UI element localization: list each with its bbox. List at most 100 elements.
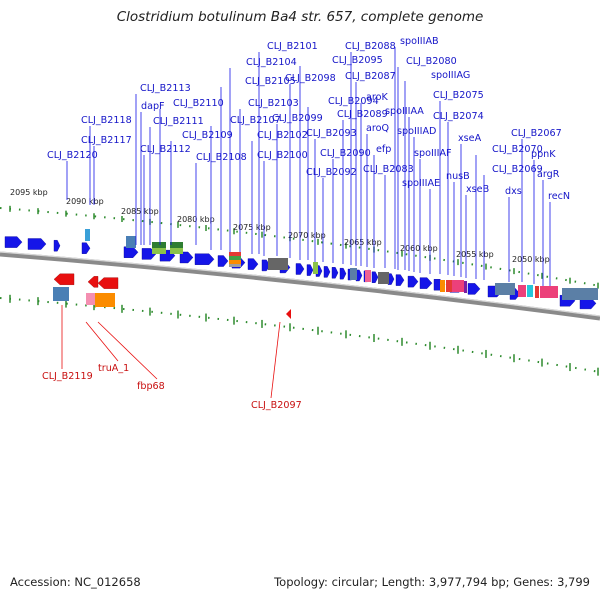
gene-label[interactable]: CLJ_B2111 (153, 116, 204, 127)
feature-box[interactable] (229, 256, 241, 260)
reverse-gene-arrow[interactable] (371, 271, 379, 283)
feature-box[interactable] (495, 283, 515, 295)
reverse-gene-arrow[interactable] (194, 253, 215, 265)
gene-label[interactable]: CLJ_B2107 (230, 115, 281, 126)
gene-label[interactable]: CLJ_B2093 (306, 128, 357, 139)
gene-label[interactable]: CLJ_B2087 (345, 71, 396, 82)
reverse-gene-arrow[interactable] (217, 255, 229, 267)
feature-box[interactable] (518, 285, 526, 297)
gene-label[interactable]: CLJ_B2088 (345, 41, 396, 52)
reverse-gene-arrow[interactable] (81, 242, 91, 254)
feature-box[interactable] (440, 280, 445, 292)
gene-label[interactable]: nusB (446, 171, 470, 182)
feature-box[interactable] (85, 229, 90, 241)
gene-label[interactable]: spoIIIAG (431, 70, 470, 81)
reverse-gene-arrow[interactable] (123, 246, 139, 258)
feature-box[interactable] (350, 268, 357, 280)
feature-box[interactable] (170, 242, 183, 248)
gene-label[interactable]: aroK (366, 92, 388, 103)
feature-box[interactable] (95, 293, 115, 307)
gene-label[interactable]: CLJ_B2099 (272, 113, 323, 124)
gene-label[interactable]: CLJ_B2094 (328, 96, 379, 107)
gene-label[interactable]: xseB (466, 184, 489, 195)
reverse-gene-arrow[interactable] (339, 267, 347, 280)
gene-label[interactable]: fbp68 (137, 381, 165, 392)
reverse-gene-arrow[interactable] (53, 240, 61, 252)
forward-gene-arrow[interactable] (87, 276, 99, 288)
reverse-gene-arrow[interactable] (295, 263, 305, 275)
feature-box[interactable] (527, 285, 533, 297)
gene-label[interactable]: CLJ_B2098 (285, 73, 336, 84)
gene-label[interactable]: CLJ_B2089 (337, 109, 388, 120)
feature-box[interactable] (313, 262, 318, 274)
feature-box[interactable] (452, 280, 464, 292)
gene-label[interactable]: CLJ_B2113 (140, 83, 191, 94)
reverse-gene-arrow[interactable] (4, 236, 23, 248)
gene-label[interactable]: CLJ_B2110 (173, 98, 224, 109)
gene-label[interactable]: truA_1 (98, 363, 129, 374)
gene-label[interactable]: CLJ_B2104 (246, 57, 297, 68)
feature-box[interactable] (446, 280, 452, 292)
gene-label[interactable]: CLJ_B2102 (257, 130, 308, 141)
gene-label[interactable]: spoIIIAB (400, 36, 439, 47)
reverse-gene-arrow[interactable] (395, 274, 405, 286)
gene-label[interactable]: CLJ_B2075 (433, 90, 484, 101)
reverse-gene-arrow[interactable] (306, 264, 314, 276)
feature-box[interactable] (535, 286, 539, 298)
gene-label[interactable]: CLJ_B2080 (406, 56, 457, 67)
gene-label[interactable]: CLJ_B2120 (47, 150, 98, 161)
gene-label[interactable]: ppnK (531, 149, 556, 160)
gene-label[interactable]: CLJ_B2100 (257, 150, 308, 161)
gene-label[interactable]: efp (376, 144, 391, 155)
reverse-gene-arrow[interactable] (247, 258, 259, 270)
reverse-gene-arrow[interactable] (27, 238, 47, 250)
gene-label[interactable]: spoIIIAD (397, 126, 436, 137)
reverse-gene-arrow[interactable] (419, 277, 433, 289)
gene-label[interactable]: CLJ_B2083 (363, 164, 414, 175)
gene-label[interactable]: CLJ_B2118 (81, 115, 132, 126)
gene-label[interactable]: CLJ_B2092 (306, 167, 357, 178)
gene-label[interactable]: CLJ_B2105 (245, 76, 296, 87)
gene-label[interactable]: spoIIIAF (414, 148, 452, 159)
gene-label[interactable]: CLJ_B2090 (320, 148, 371, 159)
feature-box[interactable] (152, 248, 166, 254)
gene-label[interactable]: CLJ_B2101 (267, 41, 318, 52)
forward-gene-arrow[interactable] (286, 309, 291, 319)
gene-label[interactable]: aroQ (366, 123, 389, 134)
gene-label[interactable]: CLJ_B2097 (251, 400, 302, 411)
feature-box[interactable] (562, 288, 598, 300)
forward-gene-arrow[interactable] (53, 273, 75, 286)
gene-label[interactable]: CLJ_B2095 (332, 55, 383, 66)
reverse-gene-arrow[interactable] (179, 251, 194, 264)
gene-label[interactable]: spoIIIAE (402, 178, 440, 189)
reverse-gene-arrow[interactable] (323, 266, 331, 278)
gene-label[interactable]: CLJ_B2119 (42, 371, 93, 382)
gene-label[interactable]: dapF (141, 101, 165, 112)
reverse-gene-arrow[interactable] (407, 275, 419, 288)
gene-label[interactable]: spoIIIAA (385, 106, 424, 117)
gene-label[interactable]: CLJ_B2074 (433, 111, 484, 122)
reverse-gene-arrow[interactable] (467, 283, 481, 295)
gene-label[interactable]: CLJ_B2109 (182, 130, 233, 141)
gene-label[interactable]: CLJ_B2067 (511, 128, 562, 139)
gene-label[interactable]: CLJ_B2069 (492, 164, 543, 175)
feature-box[interactable] (170, 248, 183, 254)
feature-box[interactable] (378, 272, 389, 284)
gene-label[interactable]: CLJ_B2070 (492, 144, 543, 155)
gene-label[interactable]: dxs (505, 186, 522, 197)
feature-box[interactable] (229, 252, 241, 256)
feature-box[interactable] (464, 281, 467, 293)
gene-label[interactable]: argR (537, 169, 560, 180)
gene-label[interactable]: CLJ_B2117 (81, 135, 132, 146)
feature-box[interactable] (540, 286, 558, 298)
gene-label[interactable]: recN (548, 191, 570, 202)
feature-box[interactable] (229, 260, 241, 264)
feature-box[interactable] (53, 287, 69, 301)
forward-gene-arrow[interactable] (97, 277, 119, 289)
reverse-gene-arrow[interactable] (331, 267, 339, 279)
feature-box[interactable] (268, 258, 288, 270)
feature-box[interactable] (152, 242, 166, 248)
gene-label[interactable]: CLJ_B2103 (248, 98, 299, 109)
feature-box[interactable] (365, 270, 371, 282)
